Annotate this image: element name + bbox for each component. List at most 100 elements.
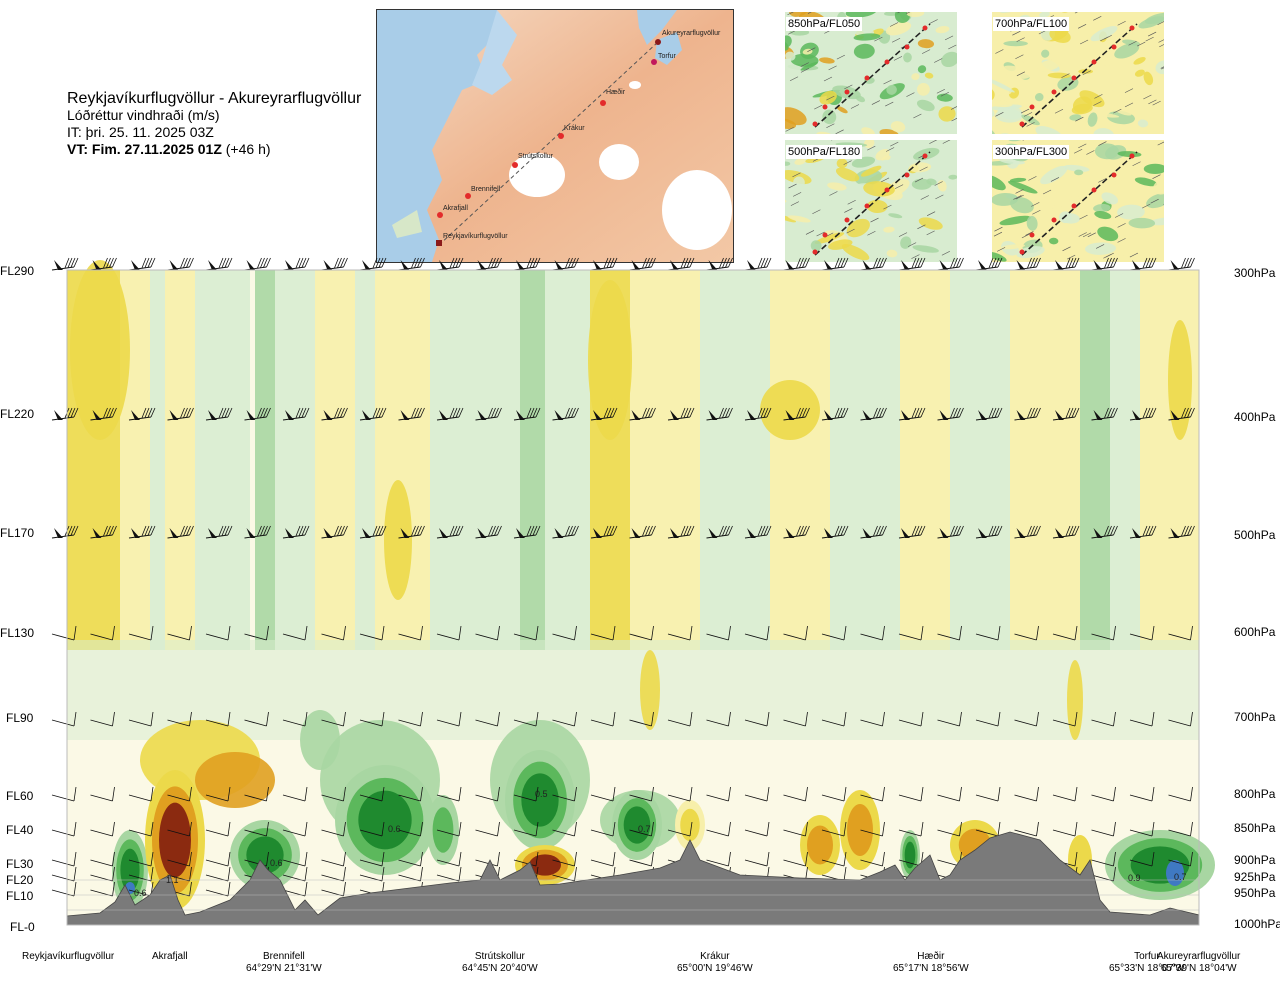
barb-feather — [612, 257, 618, 268]
barb-feather — [834, 525, 840, 537]
barb-feather — [1104, 257, 1109, 269]
barb-feather — [1142, 257, 1148, 269]
barb-shaft — [667, 794, 691, 802]
barb-shaft — [667, 416, 691, 421]
level-map-300[interactable]: 300hPa/FL300 — [992, 140, 1164, 262]
barb-shaft — [898, 633, 922, 641]
barb-feather — [337, 407, 342, 418]
barb-pennant — [670, 528, 679, 538]
wind-barb — [1091, 525, 1118, 539]
barb-feather — [260, 407, 265, 418]
wind-barb — [590, 851, 616, 867]
map-pattern — [836, 158, 848, 169]
wind-barb — [975, 525, 1003, 539]
map-wind-barb — [793, 192, 802, 197]
map-wind-barb — [1031, 202, 1040, 207]
wind-barb — [359, 257, 387, 271]
map-label-reykjavik: Reykjavíkurflugvöllur — [443, 233, 508, 240]
route-map[interactable]: Akureyrarflugvöllur Torfur Hæðir Krákur … — [376, 9, 734, 263]
barb-feather — [337, 525, 342, 536]
barb-shaft — [90, 416, 113, 421]
map-pattern — [1074, 169, 1084, 176]
barb-feather — [304, 866, 308, 882]
map-wind-barb — [1015, 189, 1024, 194]
barb-feather — [411, 257, 416, 269]
wind-barb — [205, 625, 231, 641]
map-wind-barb — [867, 145, 876, 151]
barb-shaft — [90, 859, 113, 867]
map-wind-barb — [785, 127, 794, 132]
barb-feather — [73, 881, 77, 897]
barb-feather — [1190, 851, 1193, 867]
wind-barb — [475, 786, 500, 802]
barb-feather — [766, 711, 770, 727]
map-pattern — [853, 33, 881, 41]
pressure-label-1000: 1000hPa — [1234, 917, 1280, 931]
barb-feather — [837, 407, 843, 418]
barb-feather — [343, 525, 348, 536]
barb-feather — [959, 711, 962, 727]
velocity-cell — [847, 804, 873, 856]
contour-labels: 0.6 0.6 0.6 0.5 0.7 0.9 0.7 1.1 — [134, 789, 1187, 898]
barb-shaft — [398, 633, 421, 641]
map-pattern — [785, 51, 796, 61]
barb-feather — [642, 407, 647, 419]
lead-time: (+46 h) — [225, 141, 271, 157]
level-map-850[interactable]: 850hPa/FL050 — [785, 12, 957, 134]
map-wind-barb — [871, 100, 881, 105]
wind-barb — [860, 786, 885, 802]
barb-feather — [997, 786, 1001, 802]
barb-shaft — [667, 534, 691, 539]
map-wind-barb — [995, 112, 1004, 117]
barb-feather — [343, 625, 346, 641]
barb-shaft — [1091, 719, 1114, 727]
level-map-700[interactable]: 700hPa/FL100 — [992, 12, 1164, 134]
level-map-500[interactable]: 500hPa/FL180 — [785, 140, 957, 262]
map-wind-barb — [907, 242, 917, 247]
map-waypoint — [884, 59, 890, 65]
barb-feather — [144, 525, 150, 536]
map-pattern — [1035, 126, 1064, 134]
wind-barb — [1052, 711, 1078, 727]
barb-pennant — [169, 410, 179, 420]
barb-shaft — [90, 794, 113, 802]
map-pattern — [1152, 179, 1164, 195]
wind-barb — [1129, 851, 1155, 867]
wind-barb — [1129, 407, 1157, 421]
barb-shaft — [744, 633, 768, 641]
velocity-cell — [807, 825, 833, 865]
barb-feather — [920, 821, 924, 837]
level-map-850-graphic — [785, 12, 957, 134]
barb-feather — [417, 257, 422, 268]
wind-barb — [706, 625, 731, 641]
barb-feather — [106, 525, 111, 536]
barb-feather — [603, 525, 609, 537]
pressure-label-700: 700hPa — [1234, 710, 1276, 724]
barb-feather — [805, 851, 808, 867]
barb-shaft — [167, 859, 190, 867]
barb-shaft — [90, 829, 113, 837]
barb-feather — [1036, 711, 1039, 727]
barb-shaft — [475, 633, 498, 641]
barb-shaft — [1129, 633, 1153, 641]
map-pattern — [1016, 246, 1045, 259]
wind-barb — [475, 525, 502, 539]
barb-feather — [1074, 257, 1080, 268]
barb-pennant — [169, 528, 179, 538]
peak-cell — [1166, 860, 1184, 886]
wind-barb — [513, 407, 541, 421]
map-pattern — [1041, 49, 1050, 58]
barb-shaft — [359, 859, 383, 867]
barb-feather — [843, 821, 847, 837]
barb-shaft — [1052, 794, 1076, 802]
barb-feather — [295, 407, 301, 419]
barb-shaft — [552, 416, 575, 421]
barb-shaft — [128, 829, 152, 837]
wind-barb — [244, 257, 271, 271]
velocity-band — [520, 270, 545, 650]
barb-feather — [1190, 525, 1195, 536]
barb-feather — [805, 821, 808, 837]
map-pattern — [1025, 165, 1047, 180]
barb-feather — [882, 851, 885, 867]
barb-shaft — [821, 534, 845, 539]
